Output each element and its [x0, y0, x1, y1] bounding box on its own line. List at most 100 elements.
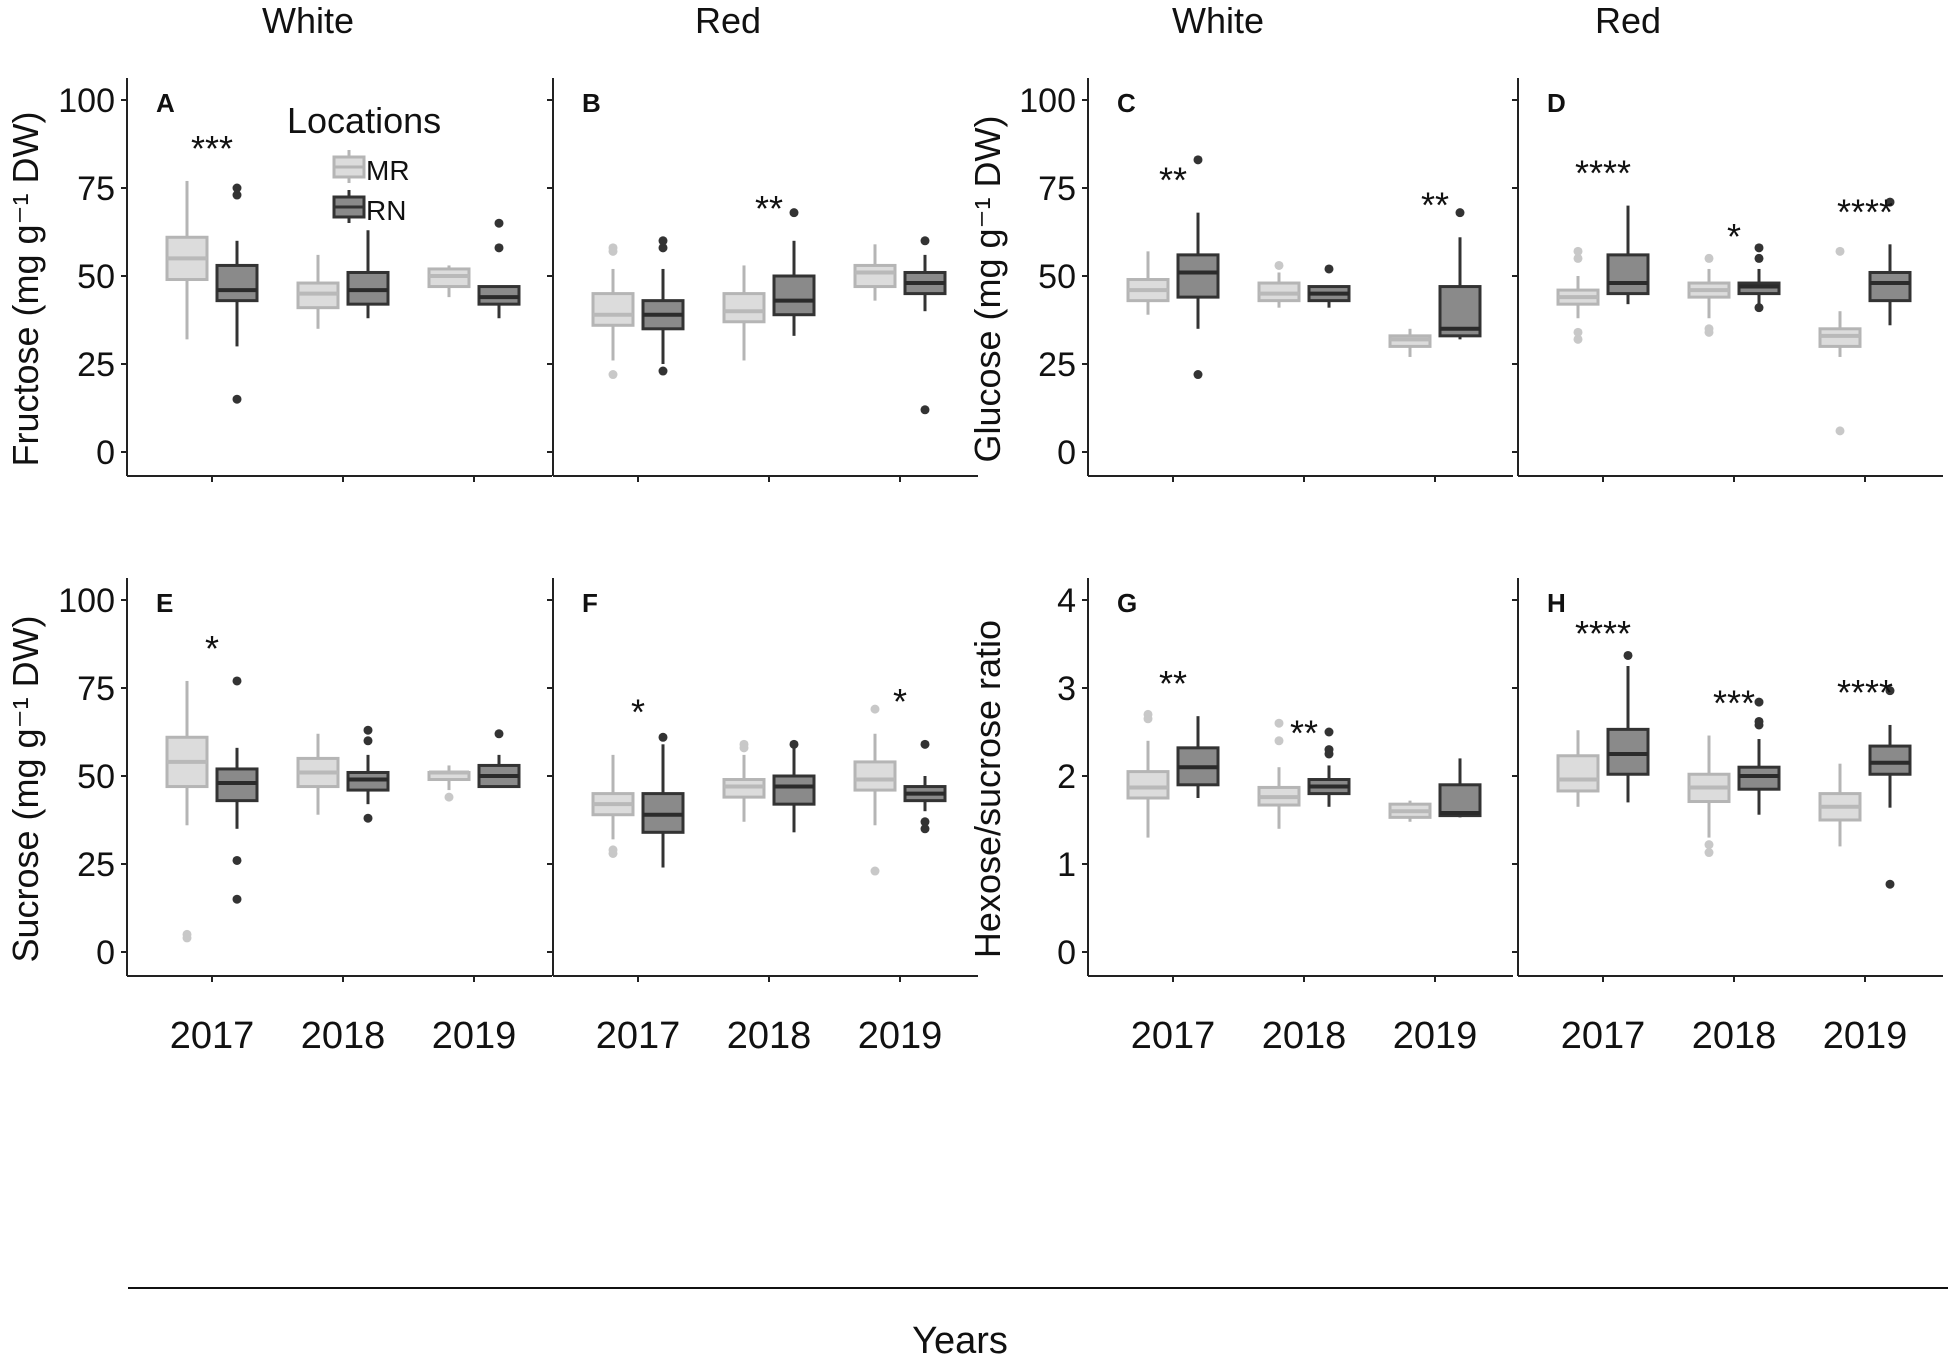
box-mr-2018	[1257, 260, 1301, 308]
outlier-point	[1324, 264, 1334, 274]
panel-B: B **	[547, 78, 978, 482]
box-rn-2019	[1438, 758, 1482, 818]
outlier-point	[920, 824, 930, 834]
outlier-point	[920, 817, 930, 827]
significance-label: ****	[1575, 613, 1631, 654]
x-tick-label: 2019	[1393, 1015, 1478, 1057]
box-iqr	[1606, 253, 1650, 296]
box-iqr	[772, 274, 816, 317]
legend-key-mr	[332, 150, 366, 183]
box-mr-2017	[1556, 246, 1600, 344]
outlier-point	[1573, 253, 1583, 263]
outlier-point	[1573, 327, 1583, 337]
box-rn-2017	[1176, 716, 1220, 798]
box-mr-2018	[722, 739, 766, 822]
box-mr-2018	[1687, 253, 1731, 337]
box-mr-2017	[591, 754, 635, 858]
outlier-point	[870, 866, 880, 876]
y-axis-title: Sucrose (mg g⁻¹ DW)	[5, 615, 46, 962]
box-mr-2018	[296, 733, 340, 815]
outlier-point	[494, 729, 504, 739]
box-rn-2019	[1868, 197, 1912, 326]
box-mr-2019	[1818, 246, 1862, 436]
box-iqr	[853, 760, 897, 792]
box-iqr	[1126, 770, 1170, 800]
outlier-point	[232, 394, 242, 404]
box-rn-2019	[477, 218, 521, 319]
legend-label-mr: MR	[366, 155, 410, 186]
outlier-point	[1704, 840, 1714, 850]
box-rn-2018	[1307, 727, 1351, 807]
x-tick-label: 2019	[432, 1015, 517, 1057]
x-tick-label: 2017	[170, 1015, 255, 1057]
outlier-point	[1754, 697, 1764, 707]
outlier-point	[1754, 303, 1764, 313]
y-tick-label: 4	[1057, 582, 1076, 620]
outlier-point	[1704, 253, 1714, 263]
y-tick-label: 100	[58, 82, 115, 120]
box-mr-2018	[722, 265, 766, 361]
box-mr-2017	[1126, 709, 1170, 838]
box-rn-2019	[903, 739, 947, 834]
outlier-point	[789, 208, 799, 218]
outlier-point	[1274, 718, 1284, 728]
column-title-red-1: Red	[695, 0, 761, 41]
box-iqr	[1606, 727, 1650, 776]
box-mr-2019	[427, 765, 471, 802]
box-rn-2018	[1307, 264, 1351, 308]
box-mr-2018	[1687, 735, 1731, 858]
outlier-point	[1704, 848, 1714, 858]
significance-label: ***	[1713, 683, 1755, 724]
outlier-point	[608, 370, 618, 380]
outlier-point	[1835, 426, 1845, 436]
y-tick-label: 0	[96, 434, 115, 472]
outlier-point	[1573, 334, 1583, 344]
column-titles: White Red White Red	[262, 0, 1661, 41]
y-tick-label: 50	[1038, 258, 1076, 296]
y-tick-label: 50	[77, 758, 115, 796]
box-rn-2017	[215, 183, 259, 404]
box-iqr	[1868, 744, 1912, 776]
panel-A: 0 25 50 75 100 Fructose (mg g⁻¹ DW) A ***	[5, 78, 552, 482]
box-mr-2017	[1556, 730, 1600, 807]
panel-letter: B	[582, 88, 601, 118]
outlier-point	[1754, 243, 1764, 253]
x-axis-title: Years	[912, 1320, 1008, 1359]
y-tick-label: 50	[77, 258, 115, 296]
box-mr-2018	[296, 254, 340, 329]
significance-label: **	[1421, 184, 1449, 225]
y-axis-title: Hexose/sucrose ratio	[967, 620, 1008, 958]
outlier-point	[1193, 155, 1203, 165]
outlier-point	[1274, 260, 1284, 270]
column-title-white-2: White	[1172, 0, 1264, 41]
box-rn-2018	[1737, 243, 1781, 313]
outlier-point	[494, 218, 504, 228]
outlier-point	[1623, 650, 1633, 660]
box-rn-2017	[1176, 155, 1220, 380]
outlier-point	[920, 739, 930, 749]
outlier-point	[739, 739, 749, 749]
outlier-point	[232, 894, 242, 904]
y-tick-label: 25	[1038, 346, 1076, 384]
box-iqr	[1176, 253, 1220, 299]
box-rn-2019	[1868, 686, 1912, 889]
significance-label: ****	[1575, 153, 1631, 194]
x-tick-label: 2017	[596, 1015, 681, 1057]
outlier-point	[1274, 736, 1284, 746]
panel-letter: E	[156, 588, 173, 618]
outlier-point	[1835, 246, 1845, 256]
y-tick-label: 25	[77, 846, 115, 884]
panel-letter: A	[156, 88, 175, 118]
significance-label: **	[755, 188, 783, 229]
y-tick-label: 100	[58, 582, 115, 620]
outlier-point	[1754, 716, 1764, 726]
box-mr-2017	[1126, 251, 1170, 315]
outlier-point	[363, 725, 373, 735]
panel-G: 0 1 2 3 4 Hexose/sucrose ratio G 2017 2018 2019 **…	[967, 578, 1513, 1057]
y-tick-label: 1	[1057, 846, 1076, 884]
outlier-point	[232, 676, 242, 686]
panel-letter: C	[1117, 88, 1136, 118]
outlier-point	[1193, 370, 1203, 380]
significance-label: *	[205, 628, 219, 669]
